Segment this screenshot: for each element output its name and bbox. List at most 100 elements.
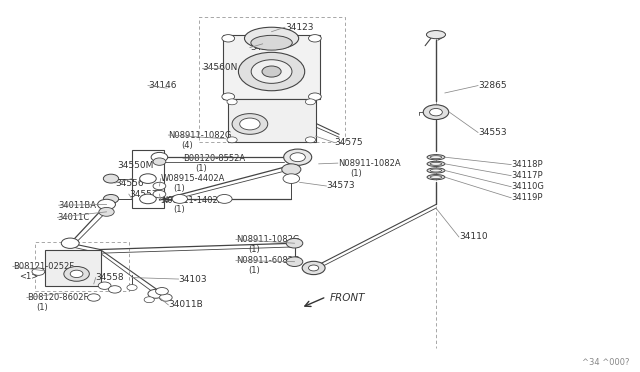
Circle shape (286, 238, 303, 248)
Text: B08120-8602F: B08120-8602F (27, 293, 88, 302)
Circle shape (227, 99, 237, 105)
Circle shape (108, 286, 121, 293)
Circle shape (222, 93, 235, 100)
Circle shape (290, 153, 305, 161)
Text: 34118P: 34118P (511, 160, 543, 169)
Circle shape (151, 153, 168, 162)
Bar (228, 99, 316, 142)
Circle shape (159, 294, 172, 301)
Text: (1): (1) (173, 184, 185, 193)
Circle shape (70, 270, 83, 278)
Ellipse shape (427, 168, 445, 173)
Text: (1): (1) (173, 205, 185, 215)
Text: 34556: 34556 (115, 179, 143, 187)
Text: 34110G: 34110G (511, 182, 544, 191)
Ellipse shape (430, 156, 442, 159)
Ellipse shape (427, 174, 445, 180)
Circle shape (153, 190, 166, 198)
Text: W08915-4402A: W08915-4402A (161, 174, 225, 183)
Circle shape (99, 208, 114, 216)
Text: 34553: 34553 (478, 128, 507, 137)
Circle shape (172, 195, 188, 203)
Circle shape (32, 268, 45, 275)
Circle shape (153, 158, 166, 165)
Text: 34557: 34557 (129, 190, 157, 199)
Circle shape (227, 137, 237, 143)
Circle shape (308, 35, 321, 42)
Text: ^34 ^000?: ^34 ^000? (582, 358, 629, 367)
Circle shape (148, 289, 163, 298)
Circle shape (103, 174, 118, 183)
Text: 34123: 34123 (285, 23, 314, 32)
Circle shape (140, 194, 156, 204)
Circle shape (305, 99, 316, 105)
Text: 34103: 34103 (179, 275, 207, 283)
Ellipse shape (251, 35, 292, 50)
Text: 34011B: 34011B (168, 300, 203, 310)
Text: 34146: 34146 (148, 81, 177, 90)
Text: N08911-1082A: N08911-1082A (338, 158, 401, 168)
Circle shape (429, 109, 442, 116)
Text: B08120-8552A: B08120-8552A (183, 154, 245, 163)
Ellipse shape (430, 176, 442, 179)
Text: <1>: <1> (19, 272, 38, 281)
Text: 34573: 34573 (326, 182, 355, 190)
Text: N08911-1402A: N08911-1402A (161, 196, 223, 205)
Circle shape (232, 113, 268, 134)
Text: 34558: 34558 (96, 273, 124, 282)
Circle shape (140, 174, 156, 183)
Ellipse shape (427, 161, 445, 166)
Text: 34565: 34565 (250, 43, 278, 52)
Circle shape (156, 288, 168, 295)
Circle shape (284, 149, 312, 165)
Ellipse shape (244, 27, 299, 49)
Circle shape (217, 195, 232, 203)
Ellipse shape (430, 169, 442, 172)
Text: (1): (1) (248, 266, 260, 275)
Text: (1): (1) (196, 164, 207, 173)
Text: 34011BA: 34011BA (59, 201, 97, 210)
Circle shape (282, 164, 301, 175)
Text: 34560N: 34560N (202, 63, 237, 72)
Text: (1): (1) (36, 302, 48, 312)
Circle shape (308, 265, 319, 271)
Bar (132, 150, 164, 208)
Text: 34011C: 34011C (58, 213, 90, 222)
Circle shape (283, 174, 300, 183)
Text: (1): (1) (248, 245, 260, 254)
Circle shape (286, 257, 303, 266)
Ellipse shape (430, 162, 442, 165)
Circle shape (103, 195, 118, 203)
Circle shape (61, 238, 79, 248)
Text: 34119P: 34119P (511, 193, 543, 202)
Circle shape (302, 261, 325, 275)
Ellipse shape (427, 155, 445, 160)
Bar (45, 250, 100, 286)
Bar (223, 35, 320, 99)
Circle shape (262, 66, 281, 77)
Text: 34550M: 34550M (117, 161, 154, 170)
Circle shape (153, 182, 166, 190)
Text: 34110: 34110 (459, 232, 488, 241)
Circle shape (98, 199, 115, 210)
Bar (199, 17, 346, 142)
Text: 32865: 32865 (478, 81, 507, 90)
Bar (35, 243, 129, 291)
Text: FRONT: FRONT (330, 293, 365, 303)
Circle shape (99, 282, 111, 289)
Circle shape (305, 137, 316, 143)
Circle shape (240, 118, 260, 130)
Circle shape (239, 52, 305, 91)
Text: 34575: 34575 (334, 138, 363, 147)
Circle shape (423, 105, 449, 119)
Text: 34117P: 34117P (511, 171, 543, 180)
Circle shape (222, 35, 235, 42)
Circle shape (251, 60, 292, 83)
Circle shape (64, 266, 90, 281)
Text: (1): (1) (351, 169, 362, 177)
Circle shape (308, 93, 321, 100)
Circle shape (127, 285, 137, 291)
Text: N08911-1082G: N08911-1082G (168, 131, 232, 140)
Circle shape (144, 297, 154, 303)
Text: B08121-0252F: B08121-0252F (13, 262, 74, 271)
